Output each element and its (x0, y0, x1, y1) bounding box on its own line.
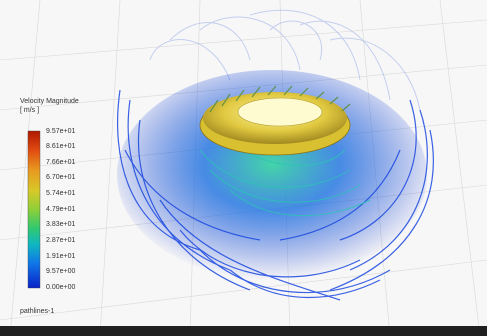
colorbar-title-line1: Velocity Magnitude (20, 98, 79, 105)
colorbar-tick: 4.79e+01 (46, 206, 76, 213)
upper-pathlines (149, 9, 421, 111)
colorbar-title-line2: [ m/s ] (20, 107, 40, 114)
colorbar-tick: 5.74e+01 (46, 190, 76, 197)
bottom-bar (0, 326, 487, 336)
colorbar-tick: 6.70e+01 (46, 174, 76, 181)
colorbar (27, 130, 41, 289)
colorbar-tick: 7.66e+01 (46, 159, 76, 166)
colorbar-tick: 3.83e+01 (46, 221, 76, 228)
blue-pathlines (117, 89, 434, 301)
colorbar-tick: 0.00e+00 (46, 284, 76, 291)
colorbar-tick: 9.57e+01 (46, 128, 76, 135)
impeller-geometry (199, 85, 351, 156)
colorbar-tick: 9.57e+00 (46, 268, 76, 275)
colorbar-title: Velocity Magnitude [ m/s ] (20, 97, 79, 115)
colorbar-tick: 8.61e+01 (46, 143, 76, 150)
colorbar-tick: 2.87e+01 (46, 237, 76, 244)
colorbar-tick: 1.91e+01 (46, 253, 76, 260)
scene-caption: pathlines-1 (20, 308, 55, 315)
